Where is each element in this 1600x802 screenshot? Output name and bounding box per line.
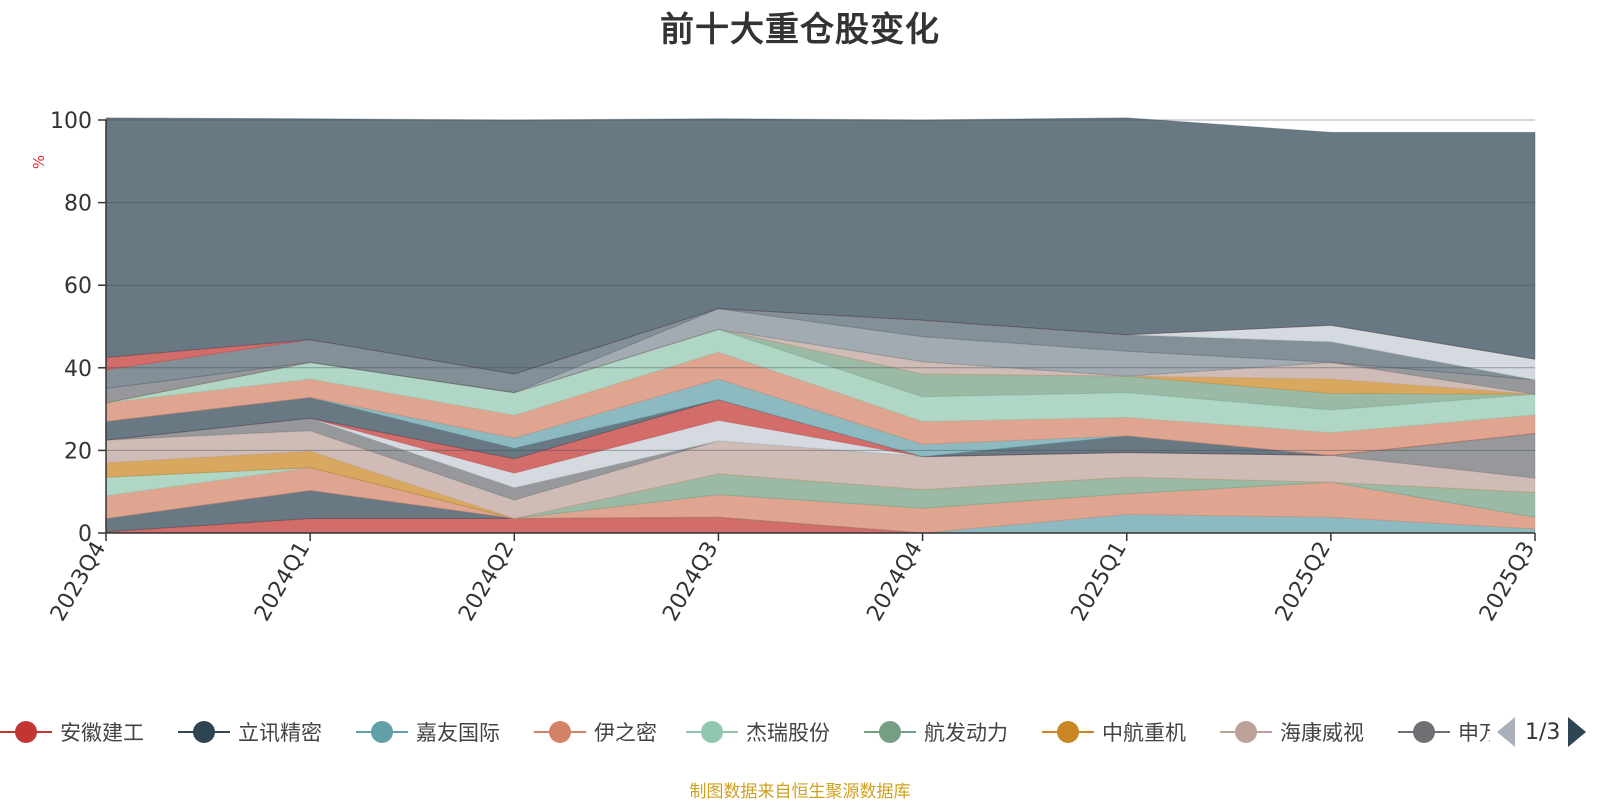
legend-item[interactable]: 中航重机 [1042, 712, 1186, 752]
y-tick-label: 60 [64, 274, 92, 299]
legend: 安徽建工 立讯精密 嘉友国际 伊之密 杰瑞股份 航发动力 中航重机 海康威视 申万 [0, 712, 1490, 752]
x-tick-label: 2024Q2 [454, 538, 519, 626]
legend-label: 伊之密 [594, 721, 657, 745]
y-tick-label: 20 [64, 439, 92, 464]
legend-item[interactable]: 海康威视 [1220, 712, 1364, 752]
area-series-12 [105, 396, 1536, 460]
legend-item[interactable]: 申万 [1398, 712, 1490, 752]
legend-label: 申万 [1458, 721, 1490, 745]
area-series-24 [105, 117, 1536, 375]
legend-marker-icon [534, 721, 586, 743]
legend-item[interactable]: 安徽建工 [0, 712, 144, 752]
legend-label: 嘉友国际 [416, 721, 500, 745]
x-tick-label: 2025Q2 [1271, 538, 1336, 626]
stacked-area-chart: 0 20 40 60 80 100 2023Q4 2024Q1 2024Q2 2024Q3 2024… [30, 109, 1540, 626]
legend-label: 杰瑞股份 [746, 721, 830, 745]
x-tick-label: 2024Q1 [250, 538, 315, 626]
legend-label: 航发动力 [924, 721, 1008, 745]
legend-marker-icon [864, 721, 916, 743]
legend-next-page-icon[interactable] [1568, 717, 1587, 747]
chart-title: 前十大重仓股变化 [660, 10, 940, 50]
legend-marker-icon [1398, 721, 1450, 743]
y-tick-label: 80 [64, 192, 92, 217]
legend-marker-icon [1220, 721, 1272, 743]
legend-label: 海康威视 [1280, 721, 1364, 745]
area-series-6 [105, 467, 1536, 520]
legend-item[interactable]: 伊之密 [534, 712, 657, 752]
legend-item[interactable]: 杰瑞股份 [686, 712, 830, 752]
x-tick-label: 2025Q3 [1475, 538, 1540, 626]
x-tick-label: 2024Q4 [862, 538, 927, 626]
y-tick-label: 40 [64, 357, 92, 382]
legend-label: 中航重机 [1102, 721, 1186, 745]
legend-label: 安徽建工 [60, 721, 144, 745]
area-series-3 [105, 489, 1536, 534]
legend-page-indicator: 1/3 [1525, 719, 1561, 745]
y-tick-label: 100 [50, 109, 92, 134]
data-source-note: 制图数据来自恒生聚源数据库 [689, 782, 911, 802]
legend-marker-icon [0, 721, 52, 743]
legend-item[interactable]: 嘉友国际 [356, 712, 500, 752]
y-axis-unit-label: % [30, 155, 48, 169]
y-tick-label: 0 [78, 522, 92, 547]
legend-marker-icon [1042, 721, 1094, 743]
x-tick-label: 2024Q3 [658, 538, 723, 626]
legend-marker-icon [356, 721, 408, 743]
legend-pager: 1/3 [1497, 712, 1587, 752]
legend-marker-icon [686, 721, 738, 743]
legend-prev-page-icon[interactable] [1497, 717, 1515, 747]
area-series-4 [105, 467, 1536, 534]
legend-marker-icon [178, 721, 230, 743]
x-tick-label: 2023Q4 [46, 538, 111, 626]
x-tick-label: 2025Q1 [1067, 538, 1132, 626]
legend-item[interactable]: 航发动力 [864, 712, 1008, 752]
area-series-7 [105, 450, 1536, 520]
legend-label: 立讯精密 [238, 721, 322, 745]
legend-item[interactable]: 立讯精密 [178, 712, 322, 752]
